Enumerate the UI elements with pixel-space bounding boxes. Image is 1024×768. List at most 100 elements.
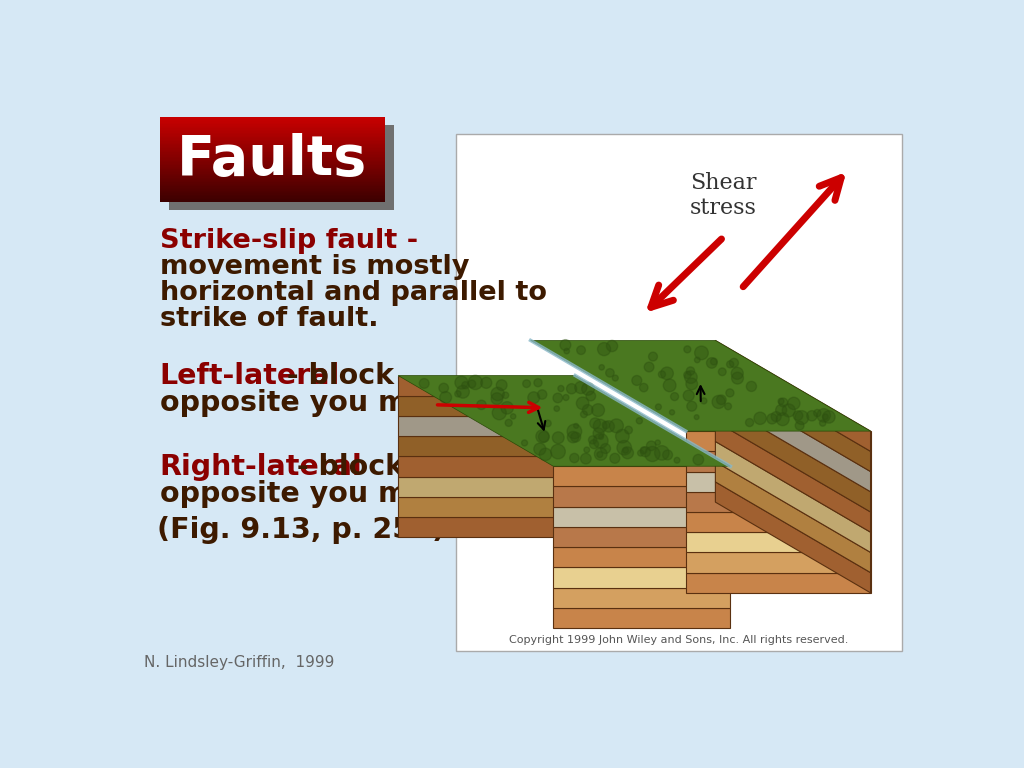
Circle shape bbox=[731, 367, 743, 379]
Circle shape bbox=[521, 440, 527, 446]
Bar bbox=[160, 178, 385, 180]
Circle shape bbox=[455, 376, 468, 389]
Circle shape bbox=[794, 411, 803, 420]
Circle shape bbox=[817, 409, 830, 422]
Bar bbox=[160, 167, 385, 168]
Bar bbox=[160, 118, 385, 119]
Circle shape bbox=[577, 346, 586, 355]
Bar bbox=[160, 151, 385, 153]
Polygon shape bbox=[716, 340, 870, 452]
Bar bbox=[160, 187, 385, 188]
Circle shape bbox=[563, 395, 569, 401]
Bar bbox=[160, 164, 385, 166]
Circle shape bbox=[754, 412, 766, 425]
Circle shape bbox=[694, 415, 699, 419]
Text: - block: - block bbox=[276, 362, 394, 389]
Circle shape bbox=[727, 361, 734, 368]
Polygon shape bbox=[716, 381, 870, 492]
Circle shape bbox=[771, 412, 781, 422]
Bar bbox=[160, 180, 385, 183]
Circle shape bbox=[814, 409, 821, 417]
Circle shape bbox=[726, 389, 734, 397]
Circle shape bbox=[731, 372, 743, 384]
Circle shape bbox=[536, 430, 549, 443]
Text: opposite you moves right.: opposite you moves right. bbox=[160, 480, 581, 508]
Bar bbox=[160, 185, 385, 187]
Bar bbox=[160, 162, 385, 164]
Circle shape bbox=[746, 382, 757, 392]
Polygon shape bbox=[686, 552, 870, 573]
Bar bbox=[160, 174, 385, 175]
Circle shape bbox=[782, 404, 796, 417]
Bar bbox=[160, 137, 385, 139]
Bar bbox=[160, 199, 385, 201]
Circle shape bbox=[606, 340, 617, 352]
Circle shape bbox=[778, 399, 784, 404]
Polygon shape bbox=[686, 431, 870, 452]
Bar bbox=[160, 168, 385, 170]
Bar bbox=[160, 120, 385, 122]
Circle shape bbox=[822, 411, 836, 423]
Circle shape bbox=[648, 352, 657, 361]
Polygon shape bbox=[686, 472, 870, 492]
Circle shape bbox=[477, 400, 486, 409]
Circle shape bbox=[683, 390, 694, 401]
Circle shape bbox=[796, 421, 804, 430]
Bar bbox=[160, 118, 385, 121]
Circle shape bbox=[671, 392, 679, 401]
Bar bbox=[160, 126, 385, 127]
Circle shape bbox=[581, 453, 591, 464]
Circle shape bbox=[602, 421, 609, 429]
Circle shape bbox=[560, 339, 570, 350]
Circle shape bbox=[439, 392, 452, 403]
Polygon shape bbox=[398, 517, 575, 538]
Circle shape bbox=[745, 419, 754, 426]
Text: horizontal and parallel to: horizontal and parallel to bbox=[160, 280, 547, 306]
Polygon shape bbox=[530, 340, 870, 431]
Polygon shape bbox=[553, 527, 730, 547]
Circle shape bbox=[599, 435, 603, 439]
Circle shape bbox=[590, 418, 600, 429]
Circle shape bbox=[582, 382, 594, 396]
Circle shape bbox=[654, 445, 669, 460]
Polygon shape bbox=[686, 492, 870, 512]
Circle shape bbox=[490, 387, 504, 401]
Bar bbox=[160, 172, 385, 174]
Circle shape bbox=[787, 397, 800, 409]
Bar bbox=[160, 200, 385, 202]
Circle shape bbox=[658, 371, 666, 378]
Text: - block: - block bbox=[287, 452, 404, 481]
Polygon shape bbox=[716, 462, 870, 573]
Circle shape bbox=[492, 392, 503, 405]
Circle shape bbox=[729, 359, 738, 367]
Circle shape bbox=[534, 443, 546, 455]
Polygon shape bbox=[553, 607, 730, 628]
Bar bbox=[160, 175, 385, 177]
Circle shape bbox=[711, 358, 717, 365]
Bar bbox=[160, 130, 385, 131]
Polygon shape bbox=[716, 482, 870, 593]
Circle shape bbox=[593, 419, 607, 433]
Bar bbox=[160, 144, 385, 146]
Circle shape bbox=[700, 398, 707, 404]
Bar bbox=[160, 131, 385, 133]
Circle shape bbox=[660, 367, 674, 379]
Circle shape bbox=[807, 411, 817, 421]
Bar bbox=[160, 135, 385, 137]
Circle shape bbox=[640, 447, 650, 457]
Circle shape bbox=[573, 423, 579, 429]
Text: Strike-slip fault -: Strike-slip fault - bbox=[160, 227, 418, 253]
Bar bbox=[160, 121, 385, 123]
Polygon shape bbox=[398, 396, 575, 416]
Circle shape bbox=[554, 406, 559, 412]
Circle shape bbox=[493, 406, 506, 420]
Circle shape bbox=[511, 414, 516, 419]
Circle shape bbox=[693, 455, 703, 465]
Circle shape bbox=[564, 349, 569, 354]
Circle shape bbox=[577, 397, 589, 409]
Circle shape bbox=[694, 346, 709, 359]
Circle shape bbox=[640, 383, 648, 392]
Circle shape bbox=[767, 414, 777, 424]
Bar bbox=[160, 179, 385, 181]
Circle shape bbox=[598, 343, 610, 356]
